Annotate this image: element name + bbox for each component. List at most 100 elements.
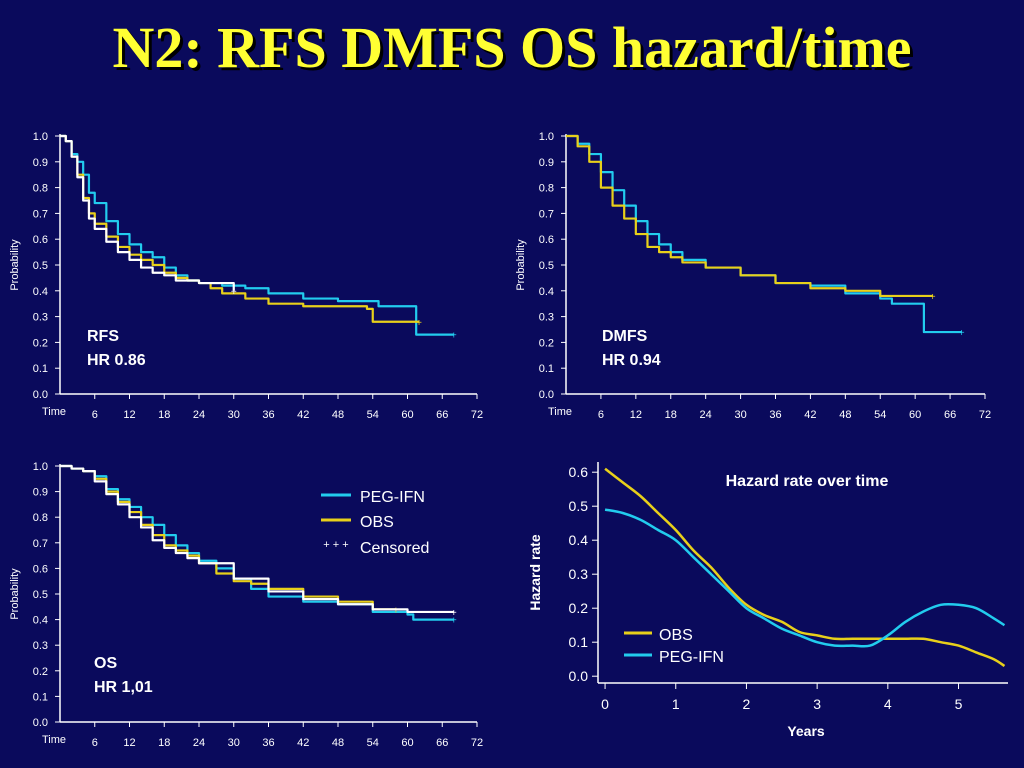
y-tick-label: 0.9 [33,157,48,169]
x-tick-label: 18 [665,409,677,421]
censor-mark: + [416,318,422,329]
y-tick-label: 0.9 [33,487,48,499]
y-tick-label: 0.6 [33,563,48,575]
os-km-chart: 0.0 0.1 0.2 0.3 0.4 0.5 0.6 0.7 0.8 0.9 1.0 Probabi… [9,461,483,749]
y-tick-label: 0.8 [539,183,554,195]
x-axis-start-label: Time [42,406,66,418]
rfs-km-chart: 0.0 0.1 0.2 0.3 0.4 0.5 0.6 0.7 0.8 0.9 1.0 Probabi… [9,131,483,421]
y-tick-label: 0.5 [33,260,48,272]
legend-peg-ifn-label: PEG-IFN [360,489,425,506]
y-tick-label: 0.3 [539,312,554,324]
y-tick-label: 1.0 [539,131,554,143]
x-tick-label: 6 [598,409,604,421]
y-tick-label: 0.8 [33,183,48,195]
panel-label-hr: HR 0.86 [87,352,146,369]
km-line-obs [60,134,420,323]
x-tick-label: 24 [193,409,205,421]
km-line-peg-ifn [566,134,962,334]
x-tick-label: 24 [700,409,712,421]
x-tick-label: 30 [228,409,240,421]
hazard-y-tick-label: 0.6 [569,464,589,480]
x-tick-label: 24 [193,737,205,749]
km-line-obs [60,464,396,611]
km-line-obs-white [60,464,454,614]
y-tick-label: 0.6 [33,234,48,246]
hazard-rate-chart: 0.0 0.1 0.2 0.3 0.4 0.5 0.6 0 1 2 3 4 5 Hazard rate o… [527,462,1008,739]
x-tick-label: 18 [158,737,170,749]
x-tick-label: 60 [909,409,921,421]
hazard-x-tick-label: 1 [672,696,680,712]
hazard-x-tick-label: 2 [743,696,751,712]
x-tick-label: 72 [979,409,991,421]
y-tick-label: 0.7 [33,208,48,220]
x-tick-label: 6 [92,737,98,749]
hazard-y-tick-label: 0.5 [569,498,589,514]
y-tick-label: 0.6 [539,234,554,246]
y-tick-label: 0.1 [33,691,48,703]
hazard-x-tick-label: 3 [813,696,821,712]
hazard-x-tick-label: 5 [955,696,963,712]
y-tick-label: 0.0 [33,389,48,401]
x-tick-label: 54 [874,409,886,421]
y-tick-label: 1.0 [33,131,48,143]
x-tick-label: 12 [630,409,642,421]
hazard-line-obs [604,467,1006,668]
censor-mark: + [451,616,457,627]
x-tick-label: 36 [769,409,781,421]
panel-label-name: OS [94,655,117,672]
x-tick-label: 48 [839,409,851,421]
x-axis-start-label: Time [42,734,66,746]
y-tick-label: 0.2 [33,337,48,349]
y-tick-label: 0.1 [33,363,48,375]
hazard-y-axis-label: Hazard rate [527,534,543,610]
y-tick-label: 1.0 [33,461,48,473]
legend-obs-label: OBS [360,514,394,531]
y-tick-label: 0.7 [539,208,554,220]
x-tick-label: 60 [401,409,413,421]
y-tick-label: 0.9 [539,157,554,169]
hazard-chart-title: Hazard rate over time [726,473,889,490]
hazard-legend-peg-ifn-label: PEG-IFN [659,649,724,666]
hazard-line-peg-ifn [604,508,1006,648]
hazard-x-tick-label: 0 [601,696,609,712]
x-tick-label: 48 [332,409,344,421]
hazard-y-tick-label: 0.4 [569,532,589,548]
km-line-obs-white [60,134,235,291]
hazard-legend-obs-label: OBS [659,627,693,644]
x-tick-label: 42 [297,737,309,749]
x-tick-label: 66 [436,737,448,749]
y-axis-label: Probability [9,239,21,291]
hazard-x-tick-label: 4 [884,696,892,712]
y-tick-label: 0.5 [539,260,554,272]
km-line-obs [566,134,933,298]
censor-mark: + [451,331,457,342]
x-tick-label: 36 [262,409,274,421]
x-tick-label: 12 [123,737,135,749]
censor-mark: + [959,328,965,339]
y-tick-label: 0.0 [539,389,554,401]
y-tick-label: 0.7 [33,538,48,550]
x-tick-label: 66 [436,409,448,421]
y-tick-label: 0.3 [33,640,48,652]
y-tick-label: 0.2 [33,666,48,678]
x-tick-label: 60 [401,737,413,749]
x-tick-label: 66 [944,409,956,421]
y-tick-label: 0.5 [33,589,48,601]
x-axis-start-label: Time [548,406,572,418]
y-tick-label: 0.4 [33,286,48,298]
y-tick-label: 0.8 [33,512,48,524]
x-tick-label: 42 [297,409,309,421]
legend-censored-label: Censored [360,540,429,557]
panel-label-hr: HR 0.94 [602,352,661,369]
panel-label-name: DMFS [602,328,648,345]
x-tick-label: 6 [92,409,98,421]
x-tick-label: 72 [471,409,483,421]
y-tick-label: 0.4 [539,286,554,298]
x-tick-label: 12 [123,409,135,421]
y-tick-label: 0.4 [33,615,48,627]
hazard-x-axis-label: Years [787,723,825,739]
dmfs-km-chart: 0.0 0.1 0.2 0.3 0.4 0.5 0.6 0.7 0.8 0.9 1.0 Probabi… [515,131,991,421]
censor-mark: + [231,287,237,298]
hazard-y-tick-label: 0.3 [569,566,589,582]
